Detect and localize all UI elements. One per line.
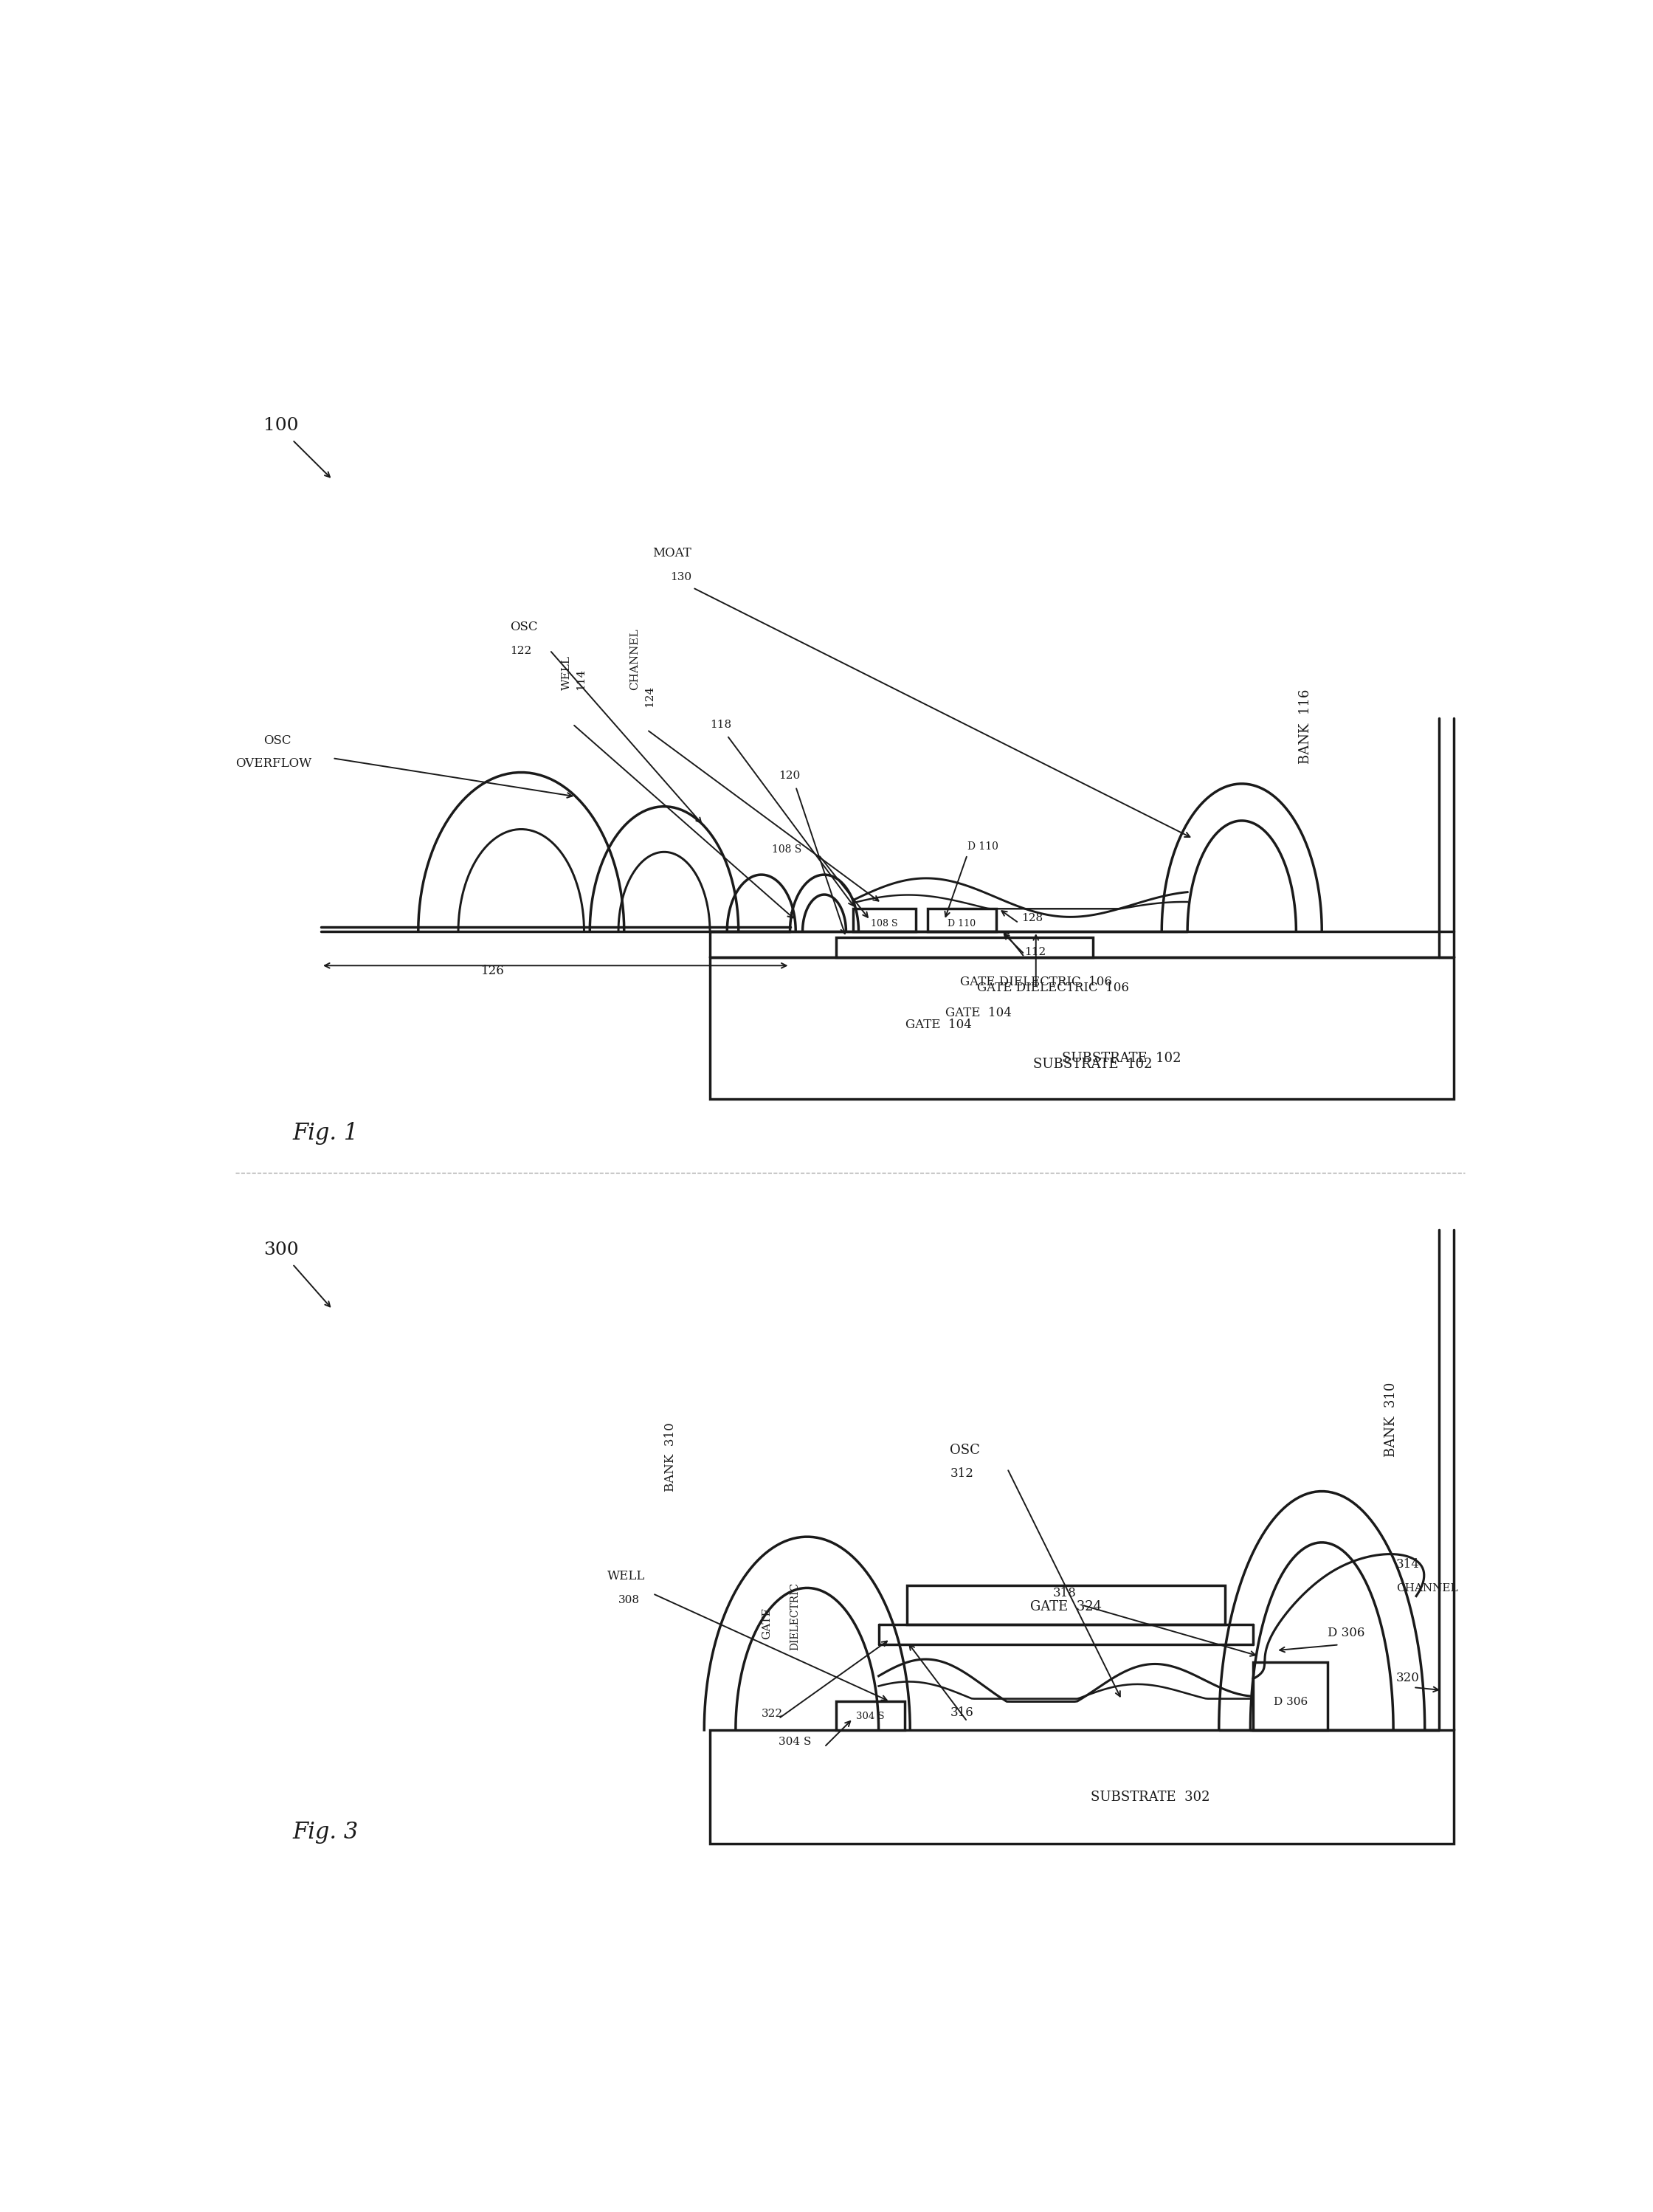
Text: Fig. 1: Fig. 1: [293, 1121, 359, 1144]
Text: SUBSTRATE  102: SUBSTRATE 102: [1033, 1057, 1152, 1071]
Text: MOAT: MOAT: [653, 546, 691, 560]
Text: GATE DIELECTRIC  106: GATE DIELECTRIC 106: [977, 982, 1129, 993]
Bar: [709, 1730, 1453, 1843]
Text: 120: 120: [779, 770, 800, 781]
Text: 108 S: 108 S: [871, 918, 898, 929]
Text: OVERFLOW: OVERFLOW: [235, 757, 311, 770]
Bar: [907, 1586, 1225, 1626]
Bar: [709, 958, 1453, 1099]
Text: D 306: D 306: [1273, 1697, 1308, 1708]
Bar: [1253, 1661, 1327, 1730]
Text: WELL: WELL: [562, 655, 572, 690]
Text: OSC: OSC: [264, 734, 291, 748]
Text: D 110: D 110: [967, 841, 998, 852]
Text: 122: 122: [509, 646, 531, 657]
Text: 300: 300: [264, 1241, 299, 1259]
Text: 118: 118: [709, 719, 731, 730]
Text: 314: 314: [1397, 1557, 1420, 1571]
Text: OSC: OSC: [950, 1444, 980, 1458]
Text: SUBSTRATE  302: SUBSTRATE 302: [1091, 1790, 1210, 1803]
Text: 322: 322: [762, 1708, 784, 1719]
Bar: [927, 909, 995, 931]
Text: 320: 320: [1397, 1672, 1420, 1686]
Text: 304 S: 304 S: [856, 1712, 884, 1721]
Text: GATE DIELECTRIC  106: GATE DIELECTRIC 106: [960, 975, 1112, 989]
Text: SUBSTRATE  102: SUBSTRATE 102: [1063, 1051, 1182, 1064]
Text: 108 S: 108 S: [772, 845, 802, 854]
Text: GATE  104: GATE 104: [946, 1006, 1012, 1020]
Text: BANK  116: BANK 116: [1299, 688, 1312, 763]
Text: 308: 308: [618, 1595, 640, 1606]
Text: 316: 316: [950, 1705, 974, 1719]
Text: 124: 124: [645, 686, 655, 708]
Text: 128: 128: [1022, 914, 1043, 922]
Text: DIELECTRIC: DIELECTRIC: [790, 1582, 800, 1650]
Text: 112: 112: [1025, 947, 1046, 958]
Text: BANK  310: BANK 310: [665, 1422, 676, 1491]
Text: OSC: OSC: [509, 622, 537, 633]
Text: WELL: WELL: [607, 1571, 645, 1582]
Text: 126: 126: [481, 964, 504, 978]
Text: CHANNEL: CHANNEL: [1397, 1584, 1458, 1593]
Text: D 110: D 110: [947, 918, 975, 929]
Text: BANK  310: BANK 310: [1385, 1382, 1398, 1458]
Text: CHANNEL: CHANNEL: [630, 628, 640, 690]
Bar: [836, 1701, 904, 1730]
Text: 312: 312: [950, 1467, 974, 1480]
Text: GATE: GATE: [762, 1606, 772, 1639]
Text: 304 S: 304 S: [779, 1736, 812, 1747]
Text: GATE  324: GATE 324: [1030, 1599, 1101, 1613]
Text: GATE  104: GATE 104: [906, 1018, 972, 1031]
Text: 100: 100: [264, 418, 299, 434]
Text: 114: 114: [575, 668, 585, 690]
Text: Fig. 3: Fig. 3: [293, 1820, 359, 1843]
Bar: [836, 938, 1093, 958]
Text: 318: 318: [1053, 1586, 1076, 1599]
Bar: [853, 909, 916, 931]
Text: 130: 130: [669, 571, 691, 582]
Text: D 306: D 306: [1327, 1626, 1365, 1639]
